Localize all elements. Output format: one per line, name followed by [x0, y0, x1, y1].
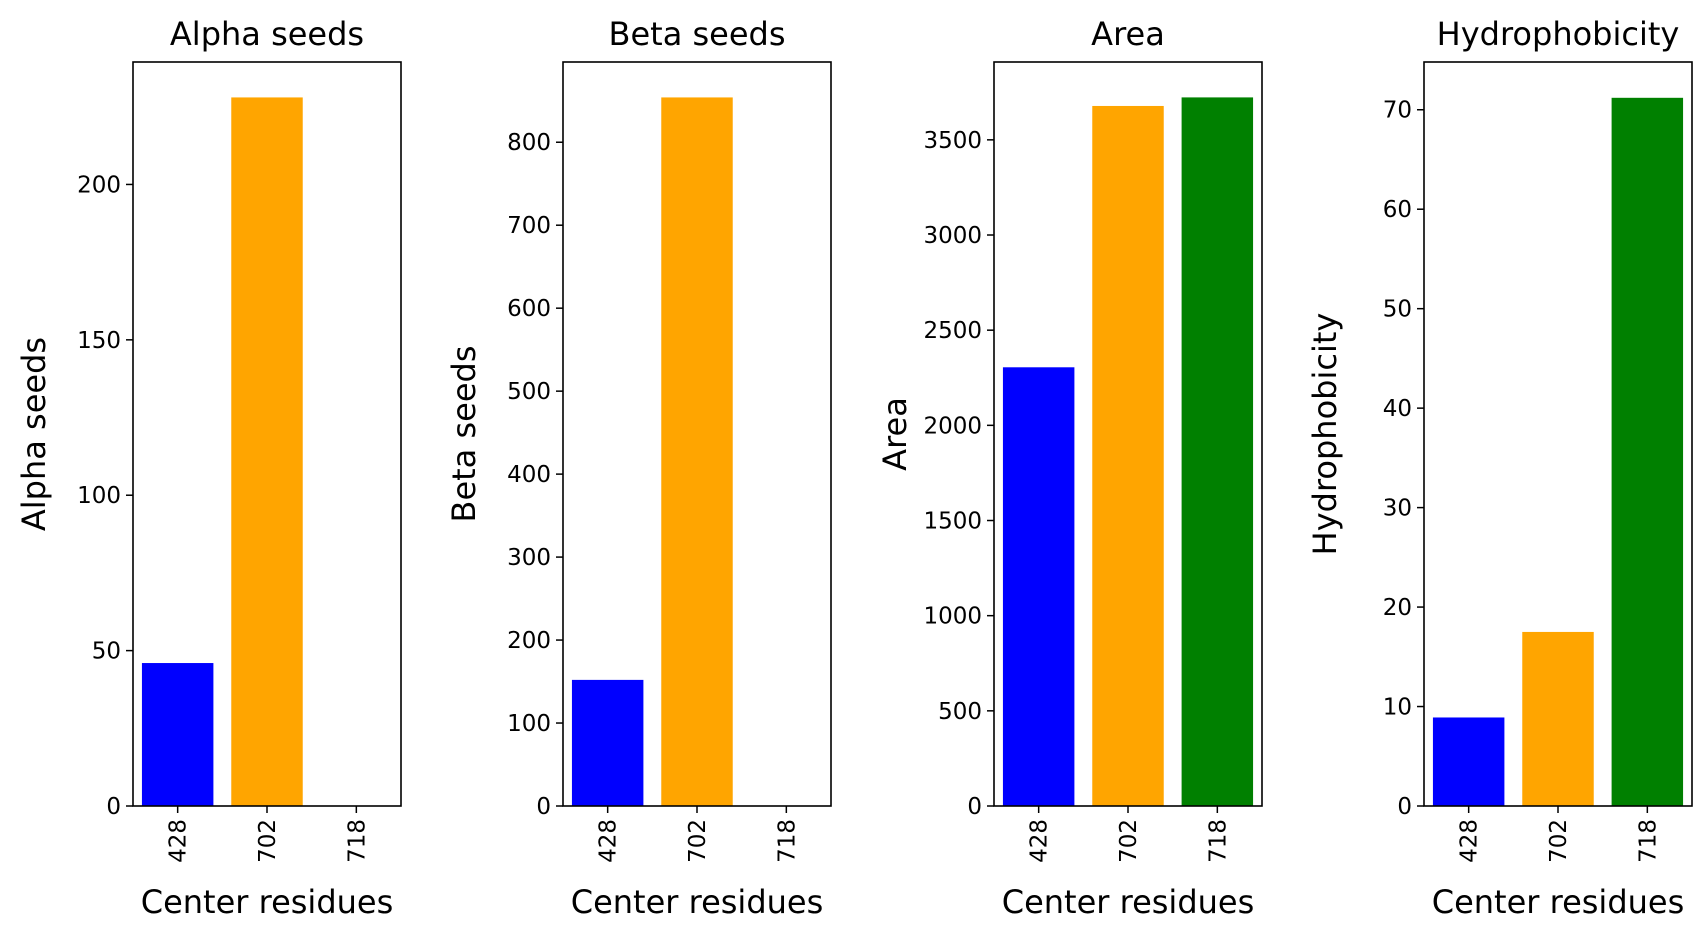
y-tick-label: 70 — [1383, 98, 1412, 124]
y-tick-label: 400 — [507, 462, 551, 488]
y-tick-label: 500 — [507, 379, 551, 405]
bar-702 — [231, 97, 303, 806]
bar-702 — [661, 97, 733, 806]
y-tick-label: 0 — [1397, 794, 1412, 820]
bar-428 — [1002, 367, 1075, 806]
axes-frame — [993, 61, 1263, 807]
axes-frame — [562, 61, 832, 807]
x-tick-label: 718 — [1635, 819, 1661, 863]
y-tick-label: 1500 — [923, 509, 982, 535]
y-tick-label: 30 — [1383, 496, 1412, 522]
y-tick-label: 20 — [1383, 595, 1412, 621]
y-tick-label: 500 — [938, 699, 982, 725]
y-tick-label: 700 — [507, 213, 551, 239]
subplot-area: Area Area Center residues 0 500 1000 1500 20… — [876, 15, 1263, 921]
axes-frame — [132, 61, 402, 807]
axes-frame — [1423, 61, 1693, 807]
x-tick-label: 718 — [774, 819, 800, 863]
x-tick-label: 428 — [1457, 819, 1483, 863]
x-tick-label: 718 — [1205, 819, 1231, 863]
y-tick-label: 150 — [77, 328, 121, 354]
x-tick-label: 702 — [685, 819, 711, 863]
chart-title: Alpha seeds — [170, 15, 364, 53]
x-tick-label: 702 — [1116, 819, 1142, 863]
y-tick-label: 3500 — [923, 128, 982, 154]
subplot-hydrophobicity: Hydrophobicity Hydrophobicity Center res… — [1306, 15, 1693, 921]
x-axis-label: Center residues — [571, 883, 824, 921]
y-tick-label: 50 — [92, 639, 121, 665]
y-tick-label: 2000 — [923, 413, 982, 439]
y-tick-label: 40 — [1383, 396, 1412, 422]
chart-title: Hydrophobicity — [1437, 15, 1680, 53]
y-tick-label: 200 — [507, 628, 551, 654]
x-tick-label: 428 — [596, 819, 622, 863]
y-tick-label: 1000 — [923, 604, 982, 630]
x-tick-label: 702 — [255, 819, 281, 863]
x-tick-label: 428 — [1027, 819, 1053, 863]
bar-718 — [1181, 97, 1254, 807]
y-axis-label: Alpha seeds — [15, 337, 53, 531]
y-tick-label: 0 — [106, 794, 121, 820]
bar-428 — [571, 679, 644, 806]
subplot-alpha-seeds: Alpha seeds Alpha seeds Center residues … — [15, 15, 402, 921]
bar-428 — [141, 663, 214, 806]
y-axis-label: Hydrophobicity — [1306, 313, 1344, 556]
chart-title: Beta seeds — [609, 15, 786, 53]
y-tick-label: 60 — [1383, 197, 1412, 223]
x-axis-label: Center residues — [1002, 883, 1255, 921]
x-axis-label: Center residues — [1432, 883, 1685, 921]
x-axis-label: Center residues — [141, 883, 394, 921]
y-tick-label: 0 — [967, 794, 982, 820]
chart-title: Area — [1091, 15, 1165, 53]
y-axis-label: Beta seeds — [445, 346, 483, 523]
bar-702 — [1522, 631, 1594, 806]
x-tick-label: 428 — [166, 819, 192, 863]
y-tick-label: 200 — [77, 172, 121, 198]
y-tick-label: 3000 — [923, 223, 982, 249]
y-tick-label: 600 — [507, 296, 551, 322]
y-tick-label: 100 — [507, 711, 551, 737]
y-tick-label: 2500 — [923, 318, 982, 344]
y-tick-label: 300 — [507, 545, 551, 571]
y-tick-label: 800 — [507, 130, 551, 156]
x-tick-label: 702 — [1546, 819, 1572, 863]
y-tick-label: 50 — [1383, 297, 1412, 323]
bar-428 — [1432, 717, 1505, 806]
y-tick-label: 10 — [1383, 695, 1412, 721]
y-tick-label: 100 — [77, 483, 121, 509]
bar-702 — [1092, 105, 1164, 806]
bar-718 — [1611, 97, 1684, 806]
subplot-beta-seeds: Beta seeds Beta seeds Center residues 0 1… — [445, 15, 832, 921]
x-tick-label: 718 — [344, 819, 370, 863]
y-tick-label: 0 — [536, 794, 551, 820]
y-axis-label: Area — [876, 397, 914, 471]
